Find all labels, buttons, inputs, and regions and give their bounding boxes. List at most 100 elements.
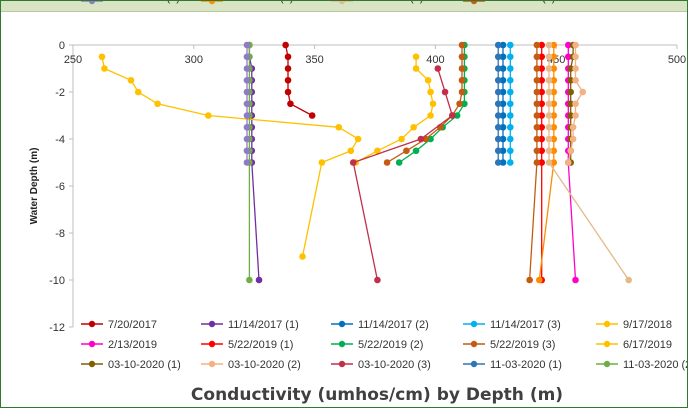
data-point xyxy=(533,53,541,61)
data-point xyxy=(569,135,577,143)
data-point xyxy=(282,41,289,49)
data-point xyxy=(255,276,263,284)
legend-swatch-marker xyxy=(208,340,216,348)
data-point xyxy=(243,41,251,49)
legend-item: 11-03-2020 (1) xyxy=(463,359,562,371)
data-point xyxy=(550,65,558,72)
data-point xyxy=(564,41,572,49)
data-point xyxy=(569,123,577,131)
data-point xyxy=(538,135,546,143)
data-point xyxy=(134,88,142,96)
legend-label: 4/21/2021 (1) xyxy=(228,1,293,4)
legend-item: 03-10-2020 (3) xyxy=(331,359,431,371)
data-point xyxy=(499,76,507,84)
data-point xyxy=(526,276,533,284)
top-border-strip xyxy=(1,1,687,12)
data-point xyxy=(567,147,574,155)
data-point xyxy=(499,112,507,119)
data-point xyxy=(533,159,541,166)
data-point xyxy=(506,76,514,84)
legend-item: 03-10-2020 (1) xyxy=(81,359,181,371)
legend-item: 03-10-2020 (2) xyxy=(201,359,301,371)
data-point xyxy=(545,53,553,61)
legend-item: 9/17/2018 xyxy=(596,319,672,331)
data-point xyxy=(427,88,434,96)
data-point xyxy=(494,159,502,166)
data-point xyxy=(98,53,106,61)
legend-swatch-marker xyxy=(208,1,216,5)
data-point xyxy=(572,112,579,119)
data-point xyxy=(545,112,553,119)
legend-label: 11-03-2020 (1) xyxy=(490,359,562,371)
data-point xyxy=(494,41,502,49)
series-8 xyxy=(383,41,466,166)
y-tick-label: -4 xyxy=(55,134,65,146)
legend-swatch-marker xyxy=(338,340,346,348)
data-point xyxy=(533,65,541,72)
data-point xyxy=(550,135,558,143)
data-point xyxy=(545,100,553,108)
data-point xyxy=(499,65,507,72)
data-point xyxy=(429,100,437,108)
series-17 xyxy=(545,41,632,284)
legend-item: 5/22/2019 (3) xyxy=(463,339,555,351)
data-point xyxy=(458,76,466,84)
series-12 xyxy=(349,65,456,284)
series-line xyxy=(352,68,454,281)
data-point xyxy=(506,123,514,131)
legend-label: 03-10-2020 (1) xyxy=(108,359,181,371)
legend-label: 11/14/2017 (2) xyxy=(358,319,429,331)
data-point xyxy=(564,159,572,166)
data-point xyxy=(412,65,420,72)
series-4 xyxy=(98,53,362,260)
data-point xyxy=(506,41,514,49)
legend-label: 4/21/2021 (3) xyxy=(490,1,555,4)
data-point xyxy=(533,76,541,84)
legend-swatch-marker xyxy=(338,1,346,5)
data-point xyxy=(545,65,553,72)
y-tick-label: -6 xyxy=(55,181,65,193)
data-point xyxy=(284,76,292,84)
data-point xyxy=(494,53,502,61)
data-point xyxy=(246,276,253,284)
data-point xyxy=(494,147,502,155)
legend: 7/20/2017 11/14/2017 (1) 11/14/2017 (2) 11/… xyxy=(81,1,687,371)
data-point xyxy=(154,100,161,108)
legend-swatch-marker xyxy=(208,320,216,328)
data-point xyxy=(243,53,251,61)
data-point xyxy=(243,135,251,143)
legend-swatch-marker xyxy=(603,320,611,328)
plot-layer xyxy=(98,41,632,284)
data-point xyxy=(424,76,432,84)
y-tick-label: -2 xyxy=(55,87,65,99)
data-point xyxy=(567,100,574,108)
legend-swatch-marker xyxy=(338,360,346,368)
data-point xyxy=(499,135,507,143)
legend-item: 4/21/2021 (3) xyxy=(463,1,555,5)
data-point xyxy=(354,135,362,143)
legend-item: 7/20/2017 xyxy=(81,319,157,331)
x-tick-label: 350 xyxy=(305,54,323,66)
data-point xyxy=(494,88,502,96)
legend-item: 11/14/2017 (2) xyxy=(331,319,429,331)
legend-swatch-marker xyxy=(603,360,611,368)
x-tick-label: 500 xyxy=(668,54,686,66)
data-point xyxy=(410,123,417,131)
data-point xyxy=(335,123,343,131)
data-point xyxy=(572,65,579,72)
data-point xyxy=(545,76,553,84)
data-point xyxy=(550,123,558,131)
legend-swatch-marker xyxy=(338,320,346,328)
y-tick-label: -8 xyxy=(55,228,65,240)
legend-label: 11-03-2020 (3) xyxy=(108,1,180,4)
data-point xyxy=(535,276,543,284)
series-15 xyxy=(243,41,251,166)
data-point xyxy=(284,65,292,72)
data-point xyxy=(567,112,574,119)
data-point xyxy=(499,41,507,49)
data-point xyxy=(308,112,316,119)
series-16 xyxy=(535,41,558,284)
data-point xyxy=(506,112,514,119)
